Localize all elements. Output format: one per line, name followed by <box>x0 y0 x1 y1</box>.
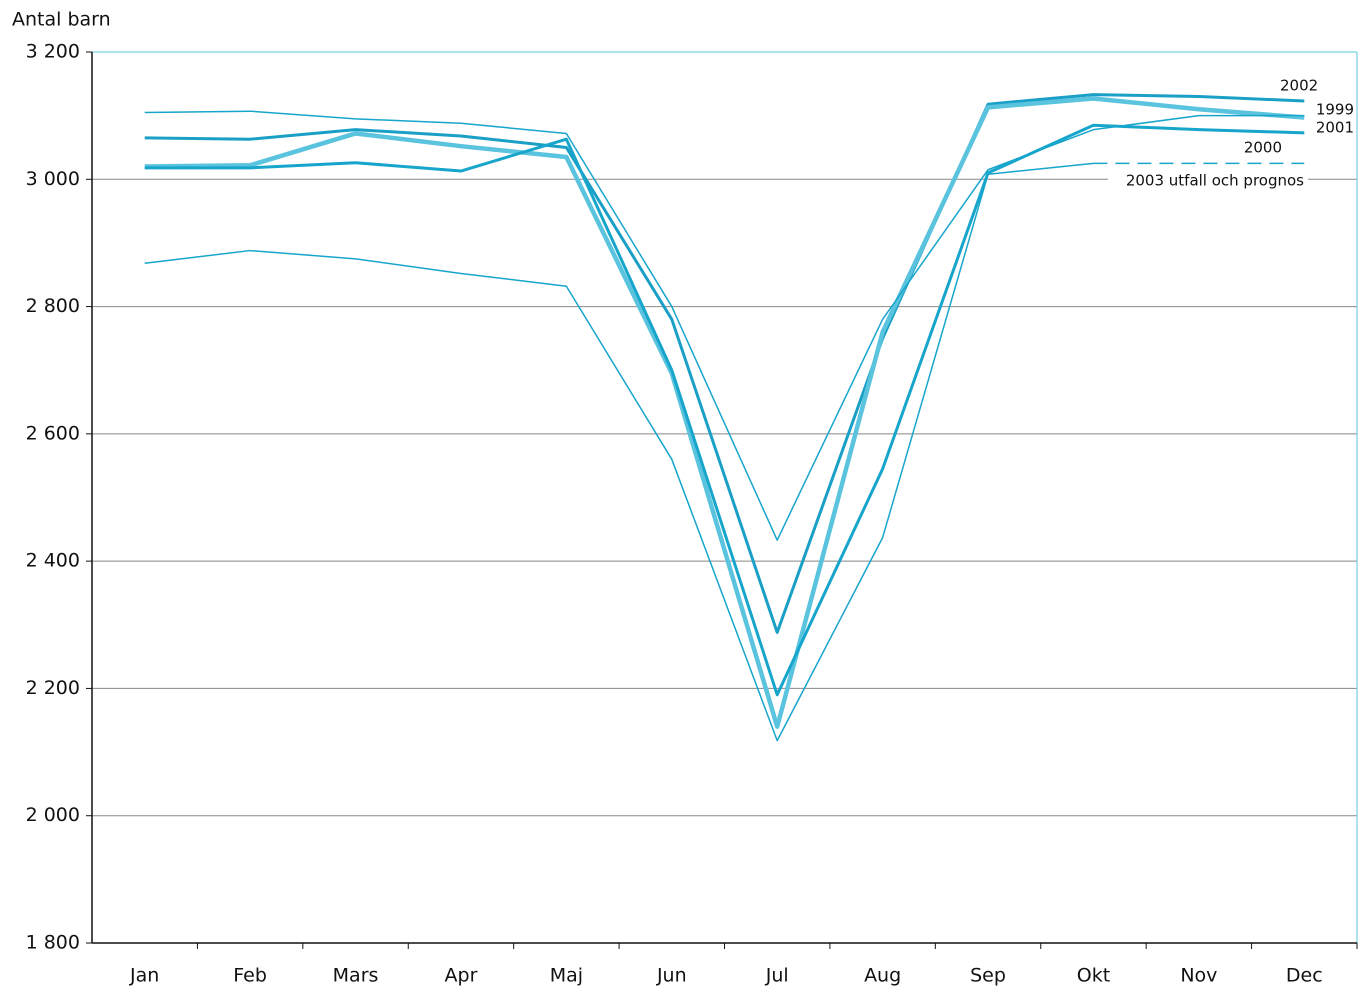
series-label: 2001 <box>1316 119 1354 137</box>
series-line <box>144 110 1305 541</box>
series-line <box>144 96 1305 729</box>
x-tick-label: Feb <box>233 965 267 987</box>
x-tick-label: Dec <box>1286 965 1323 987</box>
series-line <box>144 162 1094 742</box>
x-tick-label: Aug <box>864 965 901 987</box>
label-bg <box>1108 171 1308 191</box>
y-tick-label: 2 000 <box>26 804 80 826</box>
y-tick-label: 3 200 <box>26 41 80 63</box>
x-tick-label: Apr <box>445 965 478 987</box>
x-tick-label: Okt <box>1077 965 1110 987</box>
x-tick-label: Jun <box>656 965 687 987</box>
series-label: 2003 utfall och prognos <box>1126 172 1304 190</box>
y-tick-label: 2 600 <box>26 422 80 444</box>
y-tick-label: 1 800 <box>26 932 80 954</box>
y-tick-label: 2 400 <box>26 550 80 572</box>
series-line <box>144 123 1305 697</box>
y-tick-label: 2 200 <box>26 677 80 699</box>
x-tick-label: Sep <box>970 965 1006 987</box>
x-tick-label: Jan <box>129 965 159 987</box>
y-tick-label: 2 800 <box>26 295 80 317</box>
y-tick-label: 3 000 <box>26 168 80 190</box>
series-label: 2000 <box>1244 139 1282 157</box>
series-label: 2002 <box>1280 77 1318 95</box>
x-tick-label: Maj <box>550 965 583 987</box>
series-label: 1999 <box>1316 101 1354 119</box>
x-tick-label: Jul <box>765 965 789 987</box>
series-line <box>144 93 1305 634</box>
x-tick-label: Mars <box>333 965 379 987</box>
y-axis-label: Antal barn <box>12 9 111 31</box>
x-tick-label: Nov <box>1180 965 1217 987</box>
